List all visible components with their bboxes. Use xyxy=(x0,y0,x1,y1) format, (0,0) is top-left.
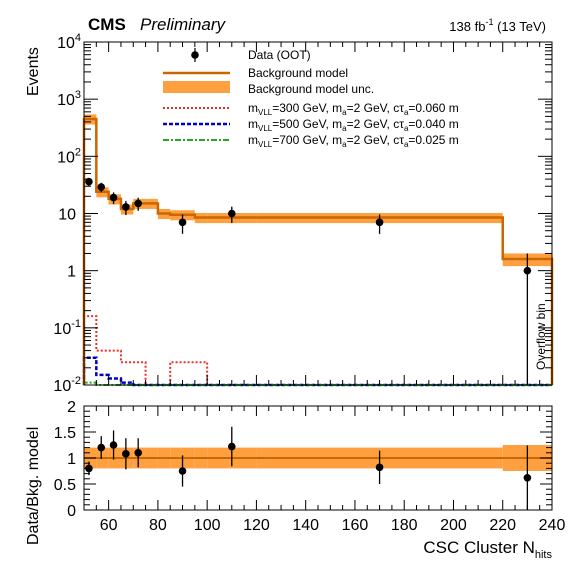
ratio-ytick-label: 0.5 xyxy=(54,477,76,494)
legend-sig300-entry: mVLL=300 GeV, ma=2 GeV, cτa=0.060 m xyxy=(163,101,459,117)
ratio-point xyxy=(523,473,532,482)
svg-text:Background model: Background model xyxy=(248,66,348,80)
ratio-xtick-label: 180 xyxy=(391,517,418,534)
legend-sig700-entry: mVLL=700 GeV, ma=2 GeV, cτa=0.025 m xyxy=(163,133,459,149)
ratio-xtick-label: 120 xyxy=(243,517,270,534)
data-point xyxy=(85,177,93,186)
ratio-point xyxy=(109,441,118,449)
main-axes: 10-2 10-1 1 10 102 103 104 xyxy=(53,32,553,395)
main-ytick-label: 1 xyxy=(67,264,76,281)
legend-bkg-entry: Background model xyxy=(163,66,348,80)
main-ytick-label: 10 xyxy=(58,207,76,224)
ratio-ytick-label: 1 xyxy=(67,451,76,468)
data-point xyxy=(97,183,106,191)
ratio-ytick-label: 1.5 xyxy=(54,425,76,442)
ratio-point xyxy=(178,467,187,475)
ratio-xtick-label: 60 xyxy=(100,517,118,534)
ratio-axes: 0 0.5 1 1.5 2 60 80 100 120 140 160 180 200 220 240 xyxy=(54,399,566,534)
data-point xyxy=(523,266,532,275)
ratio-xtick-label: 100 xyxy=(194,517,221,534)
data-point xyxy=(122,203,130,211)
data-point xyxy=(375,218,384,227)
legend-data-entry: Data (OOT) xyxy=(191,48,311,62)
main-ytick-label: 10-2 xyxy=(53,375,81,395)
main-ytick-label: 103 xyxy=(57,89,81,109)
lumi-label: 138 fb-1 (13 TeV) xyxy=(449,17,546,34)
ratio-ytick-label: 2 xyxy=(67,399,76,416)
ratio-ytick-label: 0 xyxy=(67,503,76,520)
status-label: Preliminary xyxy=(140,15,227,34)
ratio-points xyxy=(85,426,532,510)
ratio-xtick-label: 160 xyxy=(342,517,369,534)
legend-sig500-entry: mVLL=500 GeV, ma=2 GeV, cτa=0.040 m xyxy=(163,117,459,133)
data-points xyxy=(85,177,532,385)
signal-line-sig300 xyxy=(83,315,552,386)
data-point xyxy=(134,199,142,208)
svg-text:mVLL=300 GeV, ma=2 GeV, cτa=0.: mVLL=300 GeV, ma=2 GeV, cτa=0.060 m xyxy=(248,101,459,117)
ratio-xtick-label: 140 xyxy=(292,517,319,534)
ratio-point xyxy=(134,449,142,457)
experiment-label: CMS xyxy=(88,15,126,34)
data-point xyxy=(178,218,187,227)
ratio-xtick-label: 80 xyxy=(149,517,167,534)
ratio-point xyxy=(227,442,236,451)
main-ylabel: Events xyxy=(25,47,42,96)
bkg-line xyxy=(82,117,554,385)
ratio-xtick-label: 240 xyxy=(539,517,566,534)
legend-unc-entry: Background model unc. xyxy=(163,81,374,96)
background-histogram xyxy=(82,117,554,385)
main-xlabel: CSC Cluster Nhits xyxy=(423,538,552,561)
main-ytick-label: 104 xyxy=(57,32,81,52)
legend: Data (OOT) Background model Background m… xyxy=(163,48,459,149)
signal-histograms xyxy=(82,315,552,387)
svg-text:Data (OOT): Data (OOT) xyxy=(248,48,311,62)
data-point xyxy=(227,209,236,218)
main-ytick-label: 102 xyxy=(57,146,81,166)
ratio-ylabel: Data/Bkg. model xyxy=(25,427,42,545)
ratio-point xyxy=(375,463,384,472)
overflow-label: Overflow bin xyxy=(534,303,548,370)
ratio-point xyxy=(97,443,106,452)
ratio-xtick-label: 200 xyxy=(440,517,467,534)
ratio-point xyxy=(122,450,130,458)
data-point xyxy=(109,193,118,202)
ratio-xtick-label: 220 xyxy=(489,517,516,534)
svg-text:Background model unc.: Background model unc. xyxy=(248,82,374,96)
svg-text:mVLL=700 GeV, ma=2 GeV, cτa=0.: mVLL=700 GeV, ma=2 GeV, cτa=0.025 m xyxy=(248,133,459,149)
main-ytick-label: 10-1 xyxy=(53,318,81,338)
svg-text:mVLL=500 GeV, ma=2 GeV, cτa=0.: mVLL=500 GeV, ma=2 GeV, cτa=0.040 m xyxy=(248,117,459,133)
